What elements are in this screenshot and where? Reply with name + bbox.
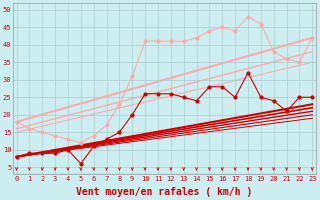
X-axis label: Vent moyen/en rafales ( km/h ): Vent moyen/en rafales ( km/h )	[76, 187, 252, 197]
